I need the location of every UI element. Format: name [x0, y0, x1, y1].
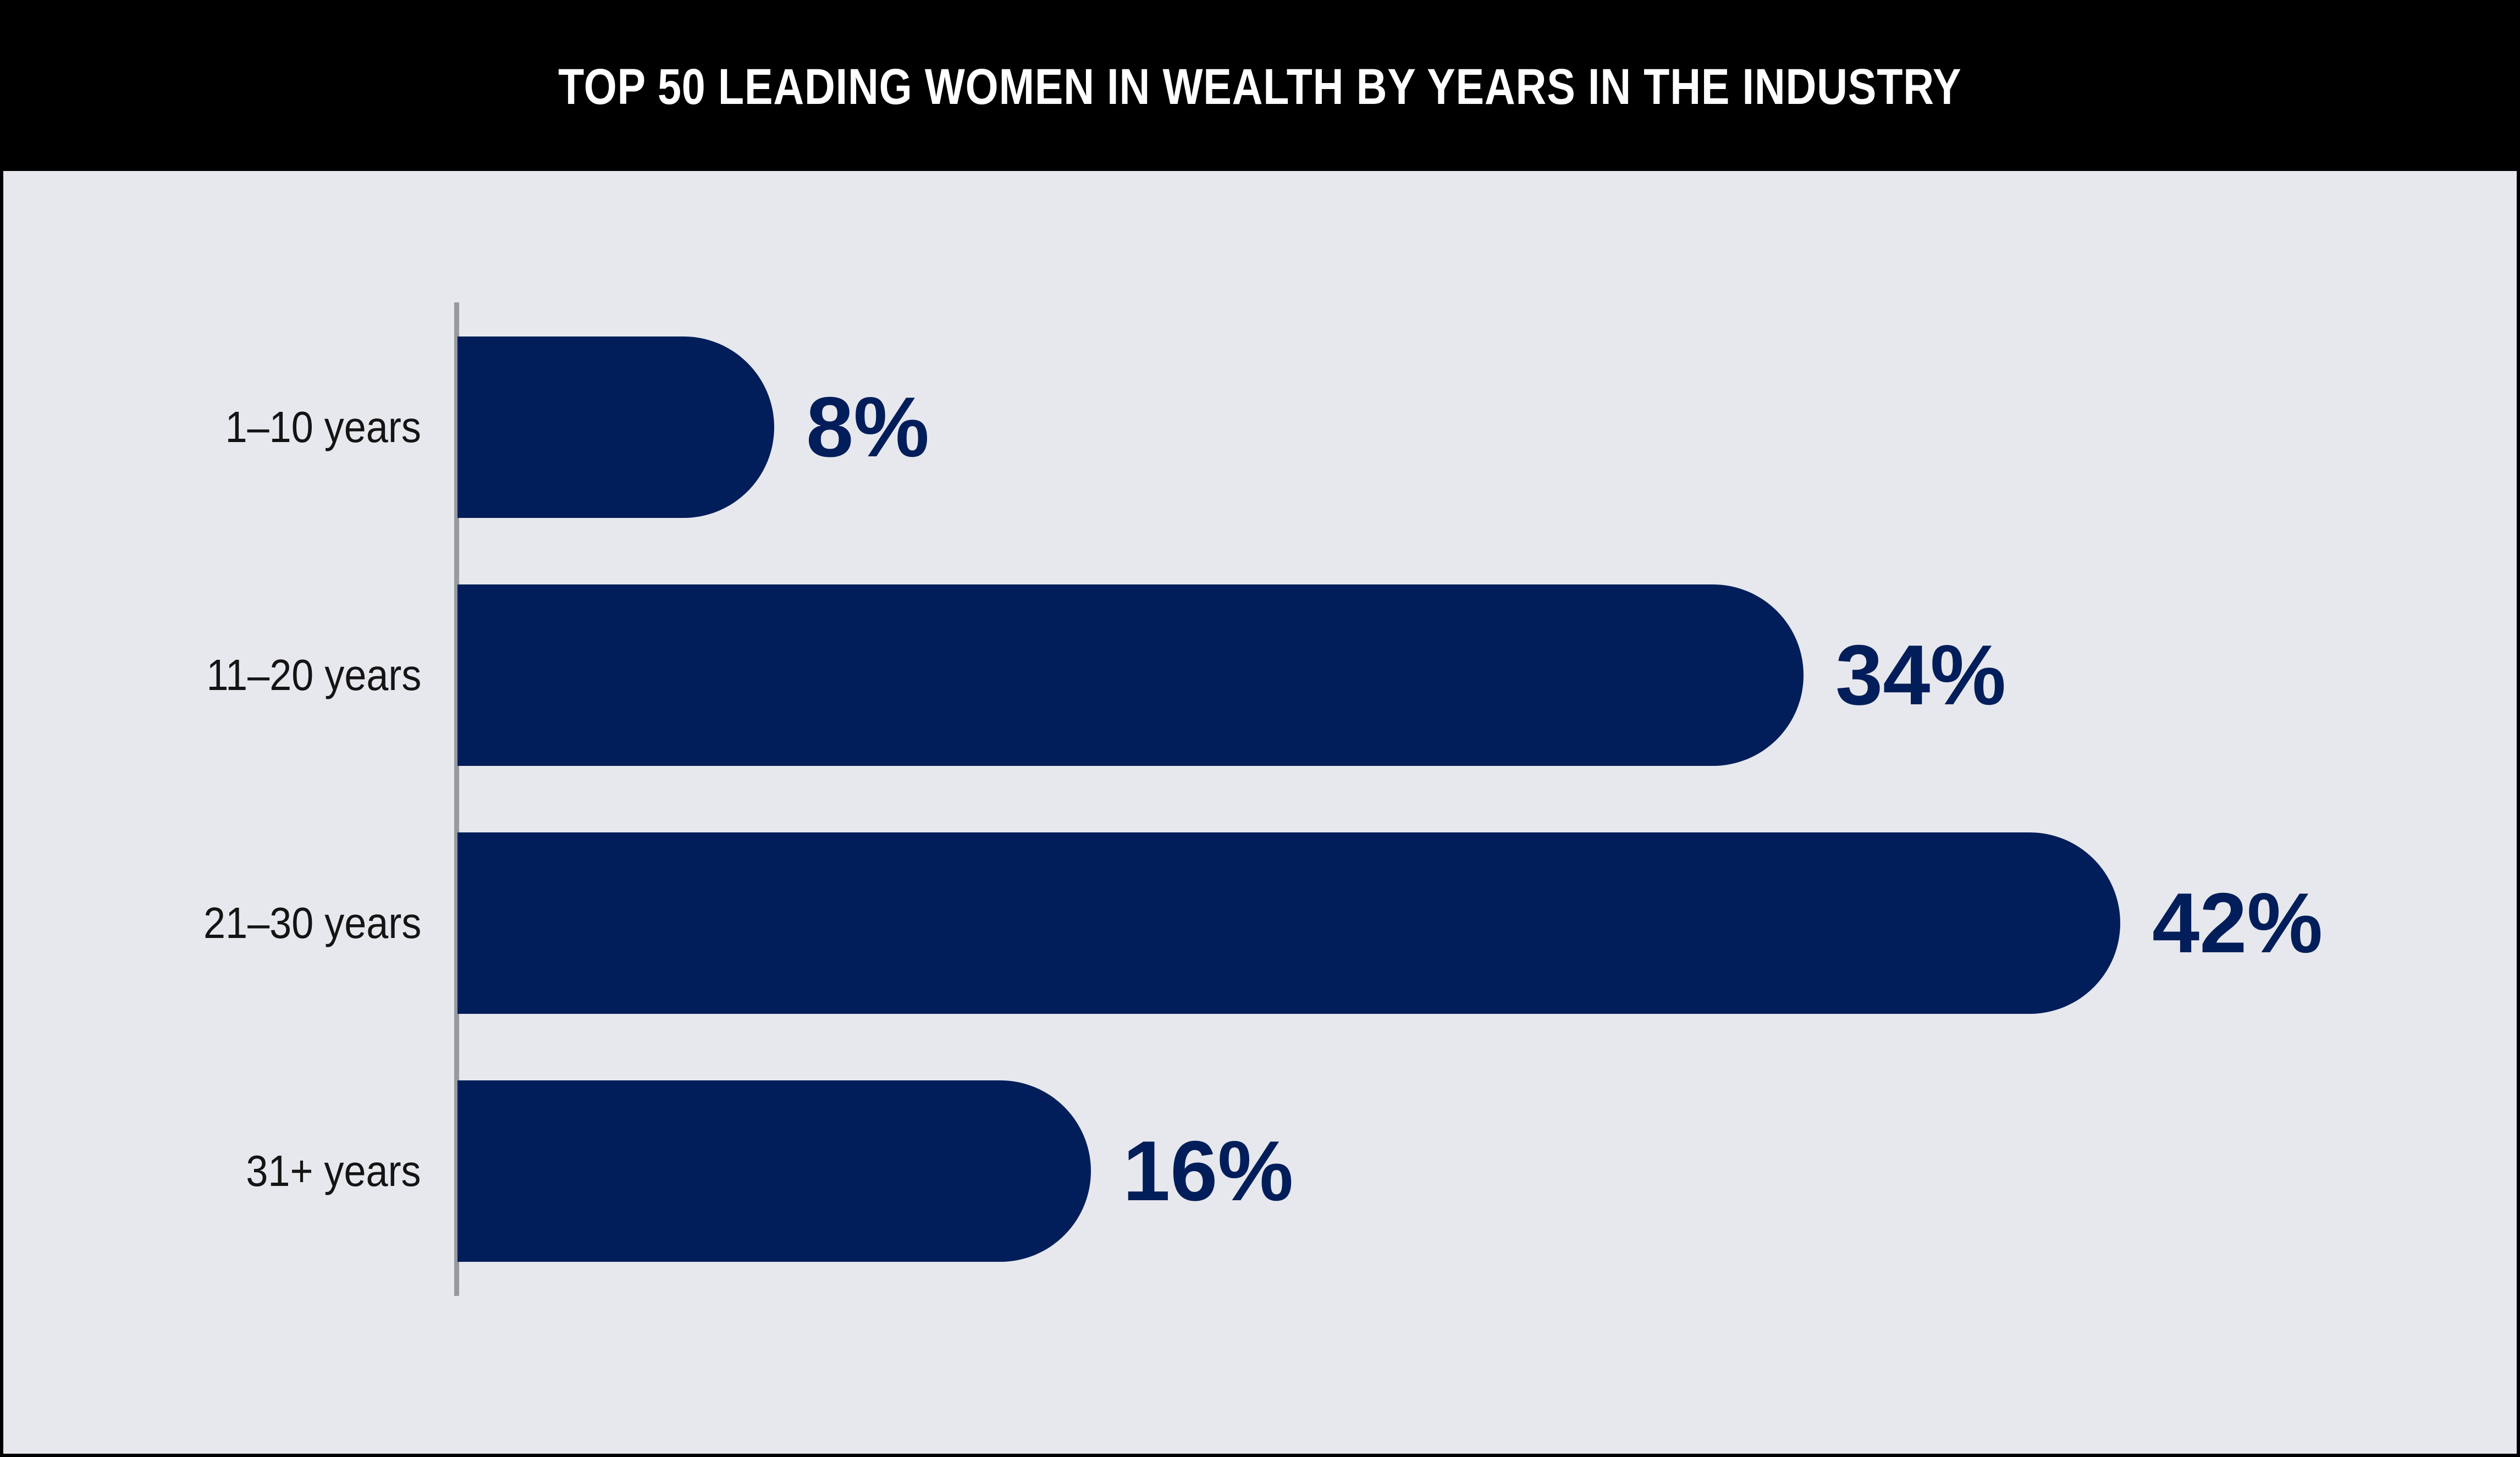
category-label: 11–20 years	[3, 584, 421, 766]
bar-row-1-10-years: 1–10 years 8%	[3, 336, 2517, 518]
bar-row-31-plus-years: 31+ years 16%	[3, 1080, 2517, 1262]
y-axis-line	[454, 302, 459, 1296]
value-label: 16%	[1123, 1123, 1294, 1218]
value-label: 8%	[806, 379, 930, 474]
bar-chart: 1–10 years 8% 11–20 years 34% 21–30 year…	[3, 171, 2517, 1454]
category-label: 21–30 years	[3, 832, 421, 1014]
value-label: 42%	[2152, 875, 2323, 970]
bar	[457, 832, 2120, 1014]
bar	[457, 1080, 1091, 1262]
bar-row-11-20-years: 11–20 years 34%	[3, 584, 2517, 766]
header-band: TOP 50 LEADING WOMEN IN WEALTH BY YEARS …	[3, 3, 2517, 171]
bar	[457, 336, 774, 518]
category-label-text: 21–30 years	[203, 898, 421, 947]
bar-row-21-30-years: 21–30 years 42%	[3, 832, 2517, 1014]
category-label-text: 31+ years	[246, 1146, 421, 1195]
category-label-text: 11–20 years	[206, 650, 421, 699]
category-label-text: 1–10 years	[225, 402, 421, 451]
value-label: 34%	[1835, 627, 2006, 722]
bar	[457, 584, 1804, 766]
chart-title: TOP 50 LEADING WOMEN IN WEALTH BY YEARS …	[558, 59, 1962, 115]
category-label: 1–10 years	[3, 336, 421, 518]
category-label: 31+ years	[3, 1080, 421, 1262]
